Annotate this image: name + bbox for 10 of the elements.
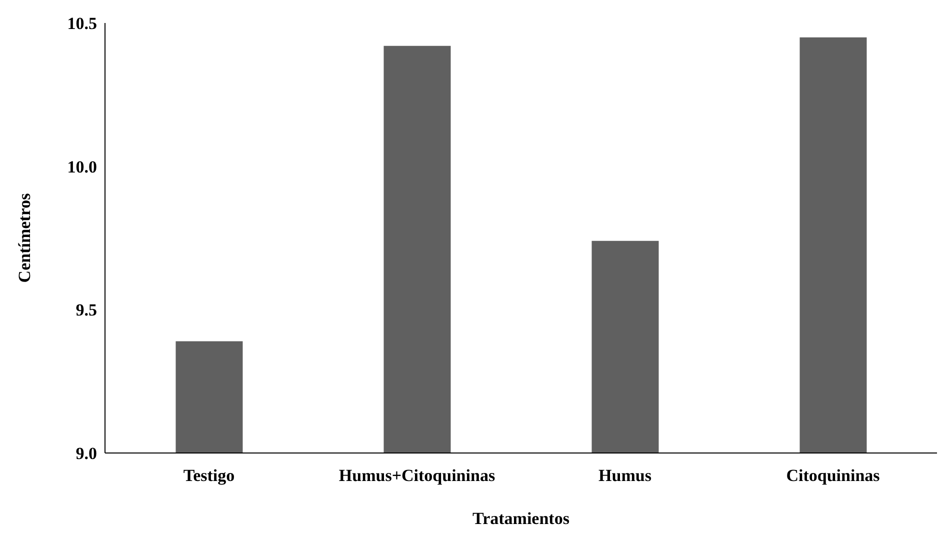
x-axis-title: Tratamientos	[472, 509, 570, 528]
y-tick-label: 10.5	[67, 14, 97, 34]
x-tick-label: Testigo	[183, 466, 235, 486]
y-axis-title: Centímetros	[15, 192, 34, 283]
y-tick-label: 9.5	[76, 300, 97, 320]
y-tick-label: 10.0	[67, 157, 97, 176]
x-tick-label: Humus+Citoquininas	[338, 466, 496, 486]
x-tick-label: Citoquininas	[786, 466, 880, 486]
x-tick-label: Humus	[598, 466, 652, 486]
y-tick-label: 9.0	[76, 444, 97, 464]
